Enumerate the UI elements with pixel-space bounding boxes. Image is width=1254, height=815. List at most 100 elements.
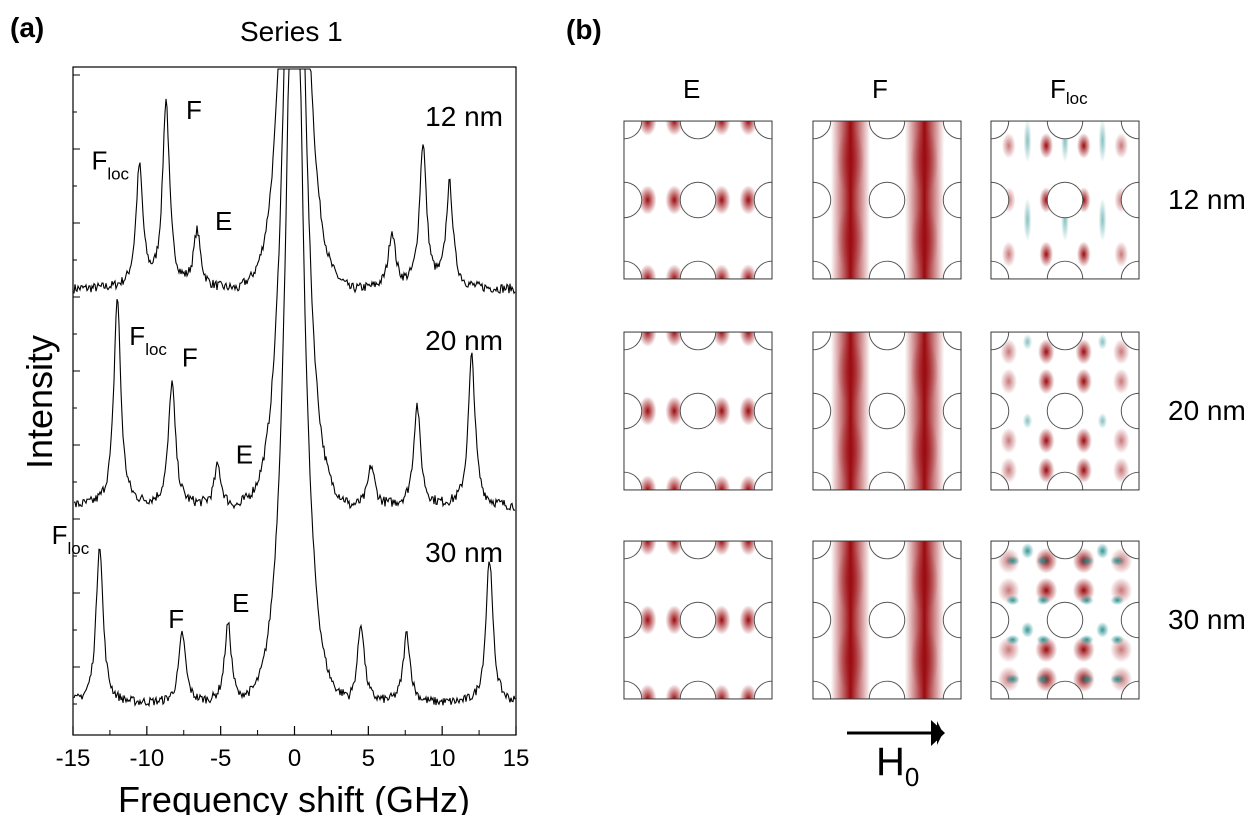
- field-spot-negative: [1036, 595, 1051, 606]
- antidot-hole: [990, 332, 1010, 351]
- field-spot: [665, 121, 684, 136]
- field-spot: [836, 205, 865, 274]
- field-spot: [836, 337, 865, 406]
- field-spot: [1039, 241, 1054, 268]
- antidot-hole: [753, 181, 773, 219]
- field-spot: [665, 541, 684, 556]
- field-spot-negative: [1005, 595, 1020, 606]
- antidot-hole: [679, 392, 717, 430]
- antidot-hole: [868, 332, 906, 351]
- peak-label: E: [232, 588, 249, 618]
- peak-label-base: F: [129, 321, 145, 351]
- field-spot: [1075, 338, 1093, 365]
- field-spot: [638, 332, 657, 347]
- peak-label-base: F: [91, 146, 107, 176]
- antidot-hole: [812, 332, 832, 351]
- field-spot: [1076, 241, 1091, 268]
- field-spot: [712, 684, 731, 699]
- field-label-base: H: [876, 740, 905, 784]
- field-spot: [836, 126, 865, 195]
- antidot-hole: [1046, 121, 1084, 140]
- field-spot-negative: [1021, 543, 1034, 559]
- column-header: F: [872, 74, 888, 105]
- peak-label: E: [215, 206, 232, 236]
- field-spot: [638, 264, 657, 279]
- peak-label: F: [186, 95, 202, 125]
- field-spot: [638, 185, 657, 215]
- spectrum-trace: [74, 68, 516, 511]
- peak-label-base: E: [232, 588, 249, 618]
- field-spot: [712, 605, 731, 635]
- field-spot: [665, 396, 684, 426]
- trace-label: 12 nm: [425, 101, 503, 132]
- field-spot: [739, 541, 758, 556]
- field-spot: [1114, 132, 1129, 159]
- antidot-hole: [679, 332, 717, 351]
- antidot-hole: [1046, 471, 1084, 490]
- antidot-hole: [942, 181, 962, 219]
- peak-label: E: [236, 440, 253, 470]
- field-spot: [665, 185, 684, 215]
- panel-b-letter: (b): [566, 14, 602, 45]
- antidot-hole: [942, 541, 962, 560]
- field-spot: [910, 625, 939, 694]
- field-spot-negative: [1110, 595, 1125, 606]
- antidot-hole: [1120, 680, 1140, 699]
- antidot-hole: [942, 260, 962, 279]
- antidot-hole: [942, 392, 962, 430]
- peak-label-base: F: [182, 342, 198, 372]
- antidot-hole: [753, 121, 773, 140]
- peak-label-base: F: [52, 520, 68, 550]
- field-spot: [910, 416, 939, 485]
- peak-label-base: E: [236, 440, 253, 470]
- panel-a-letter: (a): [10, 12, 45, 43]
- field-spot: [1112, 368, 1130, 395]
- field-spot: [910, 337, 939, 406]
- antidot-hole: [1046, 332, 1084, 351]
- field-spot: [638, 475, 657, 490]
- field-spot: [1037, 457, 1055, 484]
- antidot-hole: [942, 121, 962, 140]
- peak-label: Floc: [129, 321, 167, 359]
- antidot-hole: [623, 332, 643, 351]
- peak-label-sub: loc: [67, 539, 89, 558]
- mode-profile-tile: [623, 331, 773, 491]
- antidot-hole: [753, 260, 773, 279]
- row-label: 30 nm: [1168, 604, 1246, 635]
- y-axis-ticks: [73, 74, 80, 705]
- field-spot: [739, 396, 758, 426]
- field-spot: [712, 541, 731, 556]
- x-tick-label: -10: [129, 745, 164, 772]
- tile-frame: [623, 331, 773, 491]
- antidot-hole: [812, 680, 832, 699]
- antidot-hole: [623, 392, 643, 430]
- field-spot: [1114, 241, 1129, 268]
- field-spot: [1039, 132, 1054, 159]
- y-axis-label: Intensity: [19, 335, 60, 469]
- field-spot: [910, 205, 939, 274]
- field-spot-negative: [1036, 555, 1051, 566]
- field-spot-negative: [1022, 412, 1033, 429]
- field-spot-negative: [1096, 543, 1109, 559]
- field-spot-negative: [1036, 634, 1051, 645]
- column-header: Floc: [1050, 74, 1088, 109]
- x-axis-label: Frequency shift (GHz): [118, 779, 470, 815]
- field-spot: [712, 121, 731, 136]
- antidot-hole: [1120, 601, 1140, 639]
- x-tick-label: 10: [429, 745, 456, 772]
- tile-frame: [812, 540, 962, 700]
- antidot-hole: [868, 601, 906, 639]
- field-spot: [836, 625, 865, 694]
- mode-profile-tile: [623, 120, 773, 280]
- antidot-hole: [679, 471, 717, 490]
- x-tick-label: 5: [362, 745, 375, 772]
- antidot-hole: [679, 680, 717, 699]
- antidot-hole: [868, 680, 906, 699]
- mode-profile-tile: [990, 120, 1140, 280]
- antidot-hole: [868, 392, 906, 430]
- field-spot-negative: [1097, 412, 1108, 429]
- antidot-hole: [1046, 601, 1084, 639]
- antidot-hole: [812, 392, 832, 430]
